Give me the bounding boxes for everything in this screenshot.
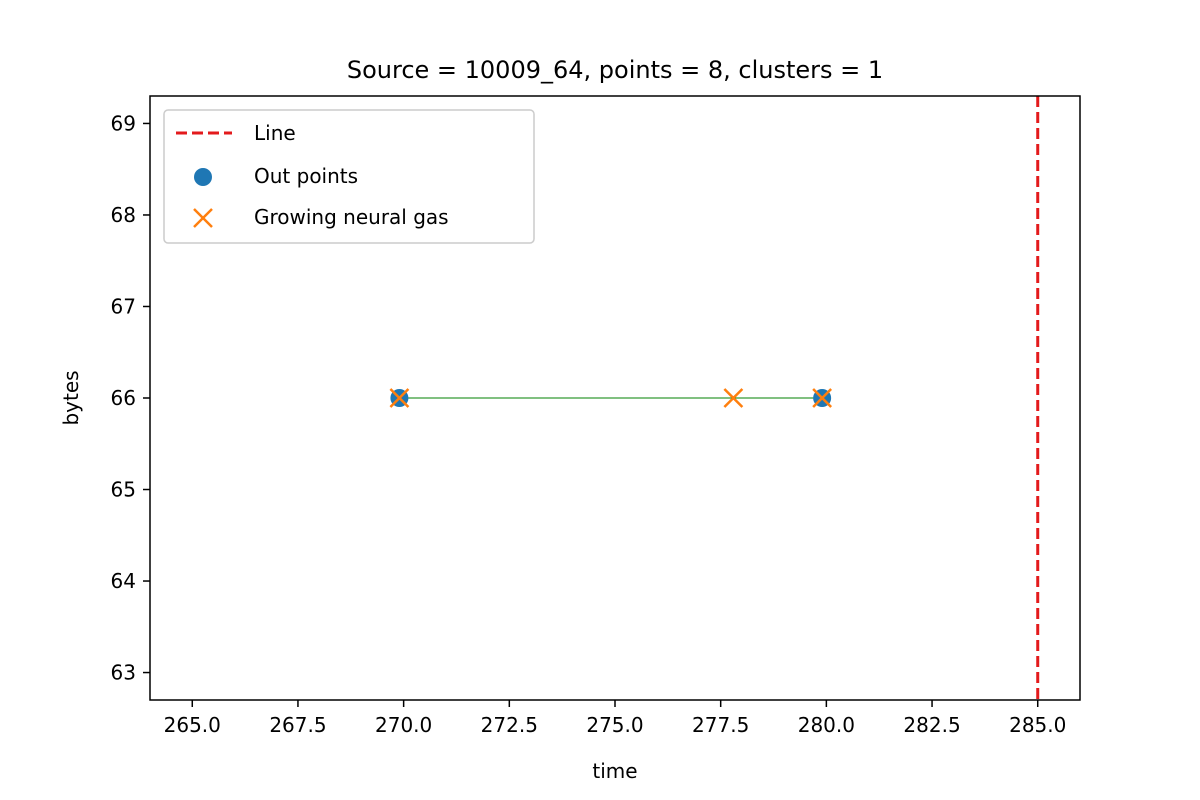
gas-node-1-stroke-b [723, 388, 744, 408]
y-tick-label-4: 67 [111, 294, 136, 318]
legend-x-swatch-stroke-b [193, 208, 213, 228]
x-axis: 265.0 267.5 270.0 272.5 275.0 277.5 280.0 282.5… [164, 700, 1066, 737]
legend: Line Out points Growing neural gas [163, 109, 535, 244]
gas-node-0-stroke-b [389, 388, 410, 408]
legend-label-2: Growing neural gas [254, 205, 449, 229]
gas-node-2-stroke-b [812, 388, 833, 408]
gas-node-2 [812, 388, 833, 408]
legend-label-1: Out points [254, 164, 358, 188]
legend-circle-swatch [194, 168, 212, 186]
y-tick-label-5: 68 [111, 203, 136, 227]
x-tick-label-6: 280.0 [798, 713, 855, 737]
gas-node-1 [723, 388, 744, 408]
x-tick-label-8: 285.0 [1009, 713, 1066, 737]
y-tick-label-3: 66 [111, 386, 136, 410]
x-tick-label-7: 282.5 [903, 713, 960, 737]
x-tick-label-5: 277.5 [692, 713, 749, 737]
x-axis-label: time [592, 759, 637, 783]
x-tick-label-1: 267.5 [269, 713, 326, 737]
x-tick-label-2: 270.0 [375, 713, 432, 737]
y-axis: 63 64 65 66 67 68 69 [111, 111, 150, 685]
y-tick-label-6: 69 [111, 111, 136, 135]
x-tick-label-0: 265.0 [164, 713, 221, 737]
x-tick-label-3: 272.5 [481, 713, 538, 737]
legend-x-swatch [193, 208, 213, 228]
y-tick-label-0: 63 [111, 661, 136, 685]
plot-area [389, 96, 1040, 700]
chart-title: Source = 10009_64, points = 8, clusters … [347, 56, 883, 84]
y-tick-label-2: 65 [111, 478, 136, 502]
gas-node-0 [389, 388, 410, 408]
legend-box [163, 109, 535, 244]
y-axis-label: bytes [59, 370, 83, 425]
x-tick-label-4: 275.0 [586, 713, 643, 737]
y-tick-label-1: 64 [111, 569, 136, 593]
legend-label-0: Line [254, 121, 296, 145]
